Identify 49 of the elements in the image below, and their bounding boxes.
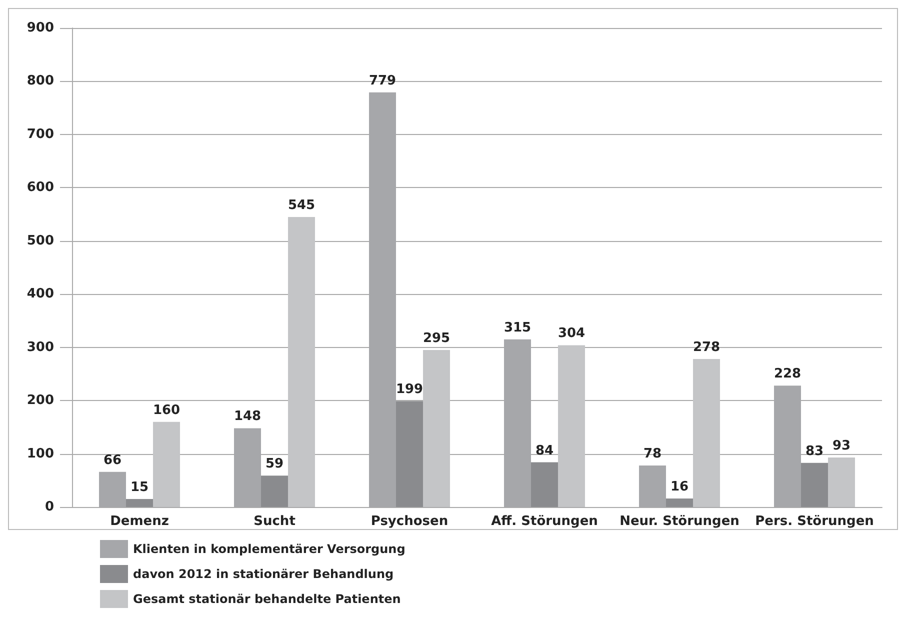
x-tick-label: Sucht — [254, 514, 296, 529]
data-label: 15 — [130, 480, 149, 496]
data-label: 199 — [396, 382, 424, 398]
bar — [153, 422, 180, 507]
legend-label: Gesamt stationär behandelte Patienten — [133, 592, 401, 606]
data-label: 78 — [643, 446, 662, 462]
data-label: 304 — [558, 326, 586, 342]
legend-label: davon 2012 in stationärer Behandlung — [133, 567, 394, 581]
y-tick-label: 900 — [26, 20, 54, 36]
bar — [558, 345, 585, 507]
bar — [693, 359, 720, 507]
y-tick-label: 200 — [26, 393, 54, 408]
data-label: 16 — [670, 479, 689, 494]
data-label: 148 — [234, 409, 262, 424]
bar — [261, 476, 288, 507]
data-label: 278 — [692, 340, 720, 356]
data-label: 83 — [805, 444, 824, 459]
bar — [423, 350, 450, 507]
y-tick-label: 100 — [26, 446, 54, 462]
data-label: 315 — [504, 320, 532, 336]
data-label: 779 — [368, 73, 396, 88]
data-label: 84 — [535, 443, 554, 458]
bar — [828, 458, 855, 507]
bar — [531, 462, 558, 507]
data-label: 295 — [422, 330, 450, 346]
data-label: 228 — [774, 366, 802, 382]
x-tick-label: Psychosen — [370, 514, 448, 529]
bar — [288, 216, 315, 507]
x-tick-label: Neur. Störungen — [620, 514, 740, 529]
y-tick-label: 0 — [44, 500, 54, 514]
y-tick-label: 800 — [26, 74, 54, 89]
y-tick-label: 500 — [26, 233, 54, 248]
data-label: 59 — [265, 456, 284, 472]
x-tick-label: Aff. Störungen — [491, 514, 598, 529]
legend-label: Klienten in komplementärer Versorgung — [133, 542, 406, 556]
bar — [126, 499, 153, 507]
data-label: 545 — [288, 198, 316, 213]
y-tick-label: 400 — [26, 286, 54, 302]
bar — [801, 462, 828, 507]
y-tick-label: 700 — [26, 126, 54, 142]
data-label: 66 — [103, 452, 122, 468]
bar — [396, 401, 423, 507]
data-label: 93 — [832, 438, 851, 454]
data-label: 160 — [152, 402, 180, 418]
y-tick-label: 300 — [26, 340, 54, 355]
x-tick-label: Demenz — [110, 514, 169, 529]
y-tick-label: 600 — [26, 180, 54, 196]
bar — [666, 498, 693, 507]
x-tick-label: Pers. Störungen — [755, 514, 874, 529]
